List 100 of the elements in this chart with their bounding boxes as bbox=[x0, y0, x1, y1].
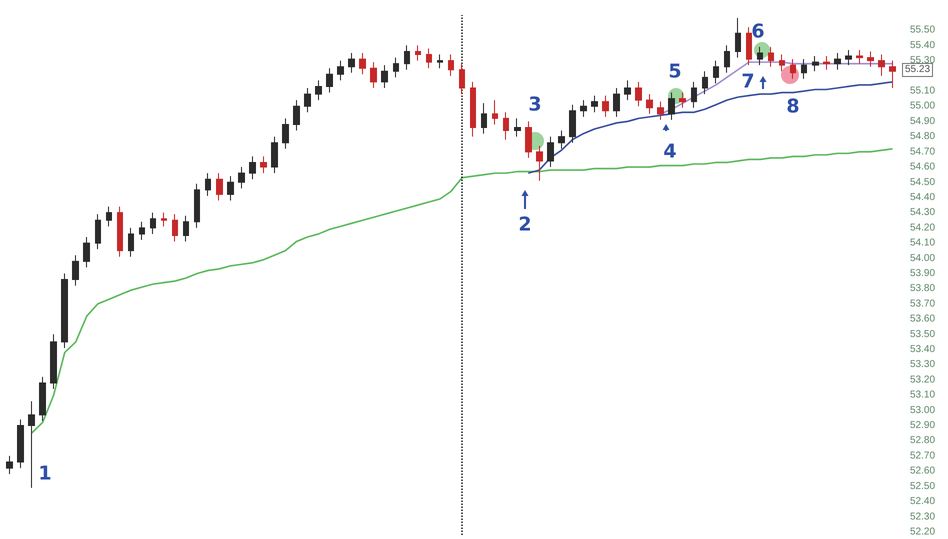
candlestick bbox=[106, 206, 112, 227]
candlestick bbox=[260, 156, 267, 174]
candlestick bbox=[613, 87, 620, 118]
candlestick bbox=[161, 212, 167, 227]
candlestick bbox=[17, 418, 24, 469]
candlestick bbox=[834, 52, 841, 70]
candlestick bbox=[624, 80, 631, 101]
y-tick-label: 53.00 bbox=[910, 404, 936, 416]
y-tick-label: 52.70 bbox=[910, 450, 936, 462]
y-tick-label: 55.40 bbox=[910, 40, 936, 51]
y-tick-label: 54.10 bbox=[910, 238, 936, 249]
annotation: 7 bbox=[741, 70, 755, 92]
candlestick bbox=[359, 52, 366, 75]
candlestick bbox=[735, 18, 741, 58]
text: 55.23 bbox=[902, 63, 934, 77]
candlestick bbox=[867, 50, 874, 68]
y-tick-label: 53.30 bbox=[910, 359, 936, 370]
y-tick-label: 55.50 bbox=[910, 24, 936, 36]
candlestick bbox=[757, 46, 763, 66]
candlestick bbox=[779, 54, 785, 72]
candlestick bbox=[724, 44, 730, 74]
candlestick bbox=[50, 334, 57, 390]
candlestick bbox=[95, 214, 101, 250]
candlestick bbox=[83, 236, 90, 268]
candlestick bbox=[337, 60, 344, 81]
candlestick bbox=[459, 63, 465, 95]
candlestick bbox=[404, 44, 410, 70]
candlestick bbox=[801, 58, 807, 80]
y-tick-label: 54.60 bbox=[910, 162, 936, 173]
candlestick bbox=[437, 54, 443, 69]
y-tick-label: 54.90 bbox=[910, 116, 936, 127]
y-tick-label: 54.70 bbox=[910, 146, 936, 158]
y-tick-label: 52.30 bbox=[910, 511, 936, 522]
candlestick bbox=[646, 94, 653, 114]
candlestick bbox=[812, 56, 819, 72]
candlestick bbox=[768, 46, 774, 68]
candlestick bbox=[889, 60, 896, 88]
y-tick-label: 52.40 bbox=[910, 496, 936, 508]
y-tick-label: 53.90 bbox=[910, 268, 936, 279]
candlestick bbox=[713, 60, 719, 84]
candlestick bbox=[293, 100, 300, 132]
candlestick bbox=[249, 156, 256, 180]
candlestick bbox=[525, 120, 532, 158]
y-tick-label: 54.00 bbox=[910, 252, 936, 264]
candlestick bbox=[448, 54, 454, 76]
candlestick bbox=[481, 102, 487, 134]
candlestick bbox=[150, 212, 156, 234]
annotation: 5 bbox=[668, 60, 682, 82]
candlestick bbox=[878, 54, 885, 76]
candlestick bbox=[304, 87, 311, 113]
candlestick bbox=[536, 145, 543, 182]
candlestick bbox=[271, 136, 278, 174]
y-tick-label: 52.20 bbox=[910, 526, 936, 538]
y-tick-label: 54.50 bbox=[910, 176, 936, 188]
y-tick-label: 53.10 bbox=[910, 390, 936, 401]
candlestick bbox=[39, 376, 46, 422]
candlestick bbox=[227, 176, 234, 201]
y-tick-label: 54.80 bbox=[910, 131, 936, 142]
y-tick-label: 55.00 bbox=[910, 100, 936, 112]
candlestick bbox=[580, 100, 587, 118]
candlestick bbox=[514, 118, 521, 138]
candlestick bbox=[393, 57, 399, 78]
candlestick bbox=[845, 49, 852, 66]
y-tick-label: 52.50 bbox=[910, 480, 936, 492]
candlestick bbox=[205, 172, 211, 196]
candlestick bbox=[602, 95, 609, 118]
y-tick-label: 53.40 bbox=[910, 344, 936, 356]
y-tick-label: 53.20 bbox=[910, 374, 936, 386]
y-tick-label: 53.50 bbox=[910, 328, 936, 340]
candlestick bbox=[183, 215, 189, 242]
y-tick-label: 52.60 bbox=[910, 466, 936, 477]
candlestick bbox=[635, 81, 642, 107]
candlestick bbox=[470, 81, 476, 138]
candlestick bbox=[348, 52, 355, 74]
candlestick bbox=[591, 95, 598, 113]
candlestick bbox=[547, 136, 554, 168]
candlestick bbox=[194, 183, 200, 228]
y-tick-label: 54.30 bbox=[910, 207, 936, 218]
candlestick bbox=[657, 101, 664, 120]
candlestick bbox=[72, 254, 79, 286]
candlestick bbox=[790, 58, 796, 80]
annotation: 6 bbox=[751, 20, 765, 42]
candlestick bbox=[702, 70, 708, 95]
candlestick bbox=[61, 272, 68, 348]
candlestick bbox=[856, 49, 863, 64]
annotation: 2 bbox=[518, 214, 532, 236]
candlestick bbox=[117, 206, 123, 258]
candlestick bbox=[128, 227, 134, 258]
annotation: 3 bbox=[528, 94, 542, 116]
candlestick bbox=[426, 48, 432, 69]
y-tick-label: 54.20 bbox=[910, 222, 936, 234]
candlestick bbox=[282, 118, 289, 150]
candlestick bbox=[492, 100, 498, 125]
y-tick-label: 53.80 bbox=[910, 283, 936, 294]
y-tick-label: 53.60 bbox=[910, 314, 936, 325]
candlestick bbox=[28, 400, 35, 488]
candlestick bbox=[679, 92, 686, 108]
annotation: 8 bbox=[786, 96, 800, 118]
candlestick bbox=[569, 104, 576, 144]
candlestick bbox=[370, 62, 377, 88]
